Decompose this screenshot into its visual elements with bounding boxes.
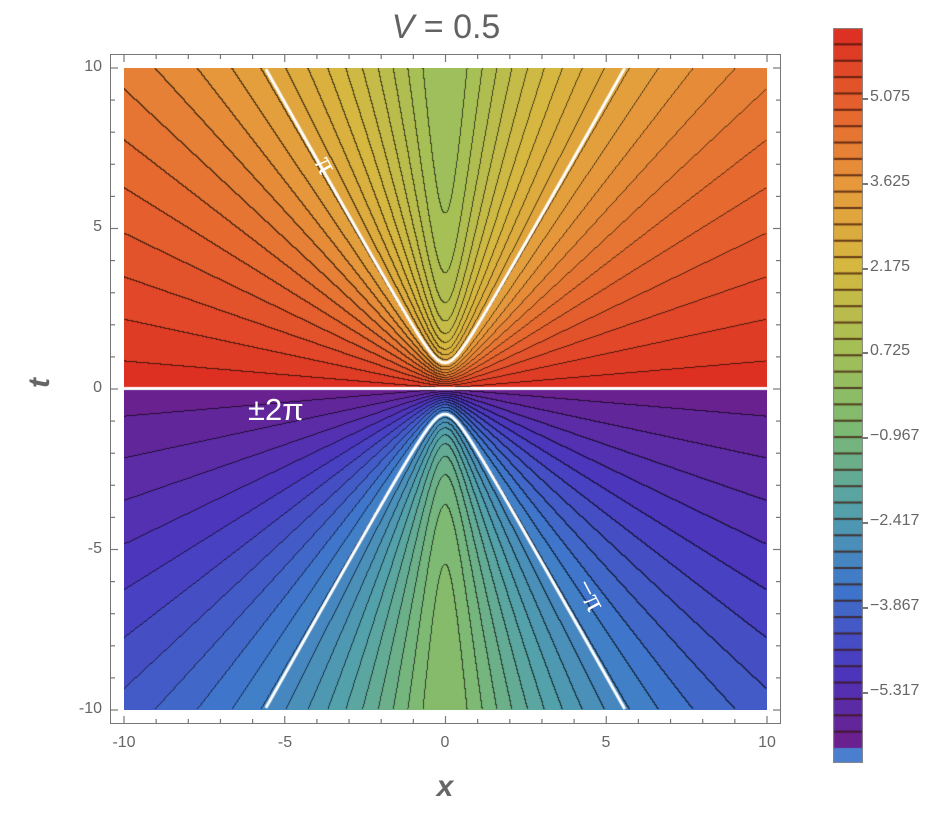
x-tick-label: 10 [758, 734, 776, 751]
y-tick-label: 0 [93, 379, 102, 396]
x-tick-label: 0 [440, 734, 450, 751]
colorbar-label: −0.967 [870, 427, 920, 444]
colorbar-label: −2.417 [870, 512, 920, 529]
x-tick-label: -5 [277, 734, 293, 751]
y-axis-title: t [23, 378, 56, 388]
colorbar-label: 2.175 [870, 258, 911, 275]
two-pi-contour-label: ±2π [248, 392, 304, 427]
x-axis-title: x [436, 770, 454, 803]
colorbar-label: 3.625 [870, 173, 911, 190]
colorbar-tick [862, 607, 868, 609]
colorbar [833, 28, 863, 763]
colorbar-tick [862, 437, 868, 439]
y-tick-label: -5 [87, 540, 102, 557]
x-tick-label: 5 [601, 734, 611, 751]
colorbar-label: 0.725 [870, 342, 911, 359]
colorbar-label: −3.867 [870, 597, 920, 614]
colorbar-label: −5.317 [870, 682, 920, 699]
y-tick-label: 10 [84, 58, 102, 75]
colorbar-tick [862, 522, 868, 524]
x-tick-label: -10 [112, 734, 136, 751]
y-tick-label: -10 [78, 700, 102, 717]
colorbar-tick [862, 183, 868, 185]
y-tick-label: 5 [93, 218, 102, 235]
contour-plot-area [124, 68, 767, 710]
chart-title: V = 0.5 [0, 8, 892, 47]
title-value: = 0.5 [414, 8, 501, 46]
colorbar-label: 5.075 [870, 88, 911, 105]
colorbar-tick [862, 352, 868, 354]
colorbar-tick [862, 268, 868, 270]
colorbar-tick [862, 98, 868, 100]
colorbar-tick [862, 692, 868, 694]
title-variable: V [391, 8, 415, 46]
